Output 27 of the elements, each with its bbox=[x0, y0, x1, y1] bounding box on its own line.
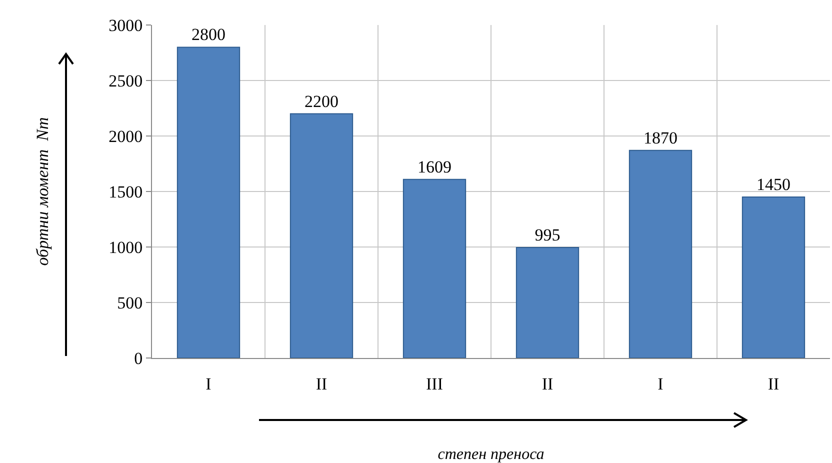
data-label: 1870 bbox=[644, 128, 678, 148]
bar bbox=[628, 150, 692, 358]
data-label: 1450 bbox=[756, 175, 790, 194]
y-tick-label: 0 bbox=[134, 348, 143, 368]
bar bbox=[402, 178, 466, 358]
y-tick-label: 2000 bbox=[108, 126, 143, 146]
x-tick-label: I bbox=[658, 374, 664, 394]
bar bbox=[176, 46, 240, 358]
x-tick-label: II bbox=[768, 374, 780, 394]
data-label: 2200 bbox=[304, 92, 339, 111]
y-axis-title: обртни момент Nm bbox=[33, 117, 52, 266]
data-label: 995 bbox=[534, 226, 560, 245]
y-tick-label: 1000 bbox=[108, 238, 143, 257]
bar bbox=[516, 247, 580, 358]
x-tick-label: II bbox=[316, 374, 328, 394]
y-tick-label: 3000 bbox=[108, 16, 143, 35]
data-label: 1609 bbox=[418, 157, 452, 176]
bar bbox=[290, 113, 354, 358]
x-tick-label: II bbox=[542, 374, 554, 394]
y-tick-label: 500 bbox=[117, 293, 143, 312]
x-tick-label: III bbox=[426, 374, 444, 394]
x-axis-title: степен преноса bbox=[438, 446, 544, 463]
data-label: 2800 bbox=[192, 25, 226, 44]
bar bbox=[742, 196, 806, 358]
y-tick-label: 2500 bbox=[108, 71, 143, 90]
x-tick-label: I bbox=[206, 374, 212, 394]
y-tick-label: 1500 bbox=[108, 182, 143, 202]
